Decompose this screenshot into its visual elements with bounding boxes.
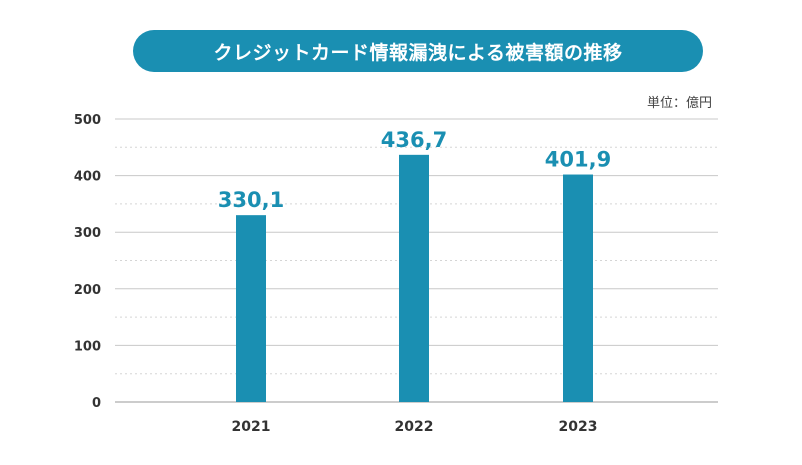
y-tick-label: 0 (92, 396, 101, 411)
data-label: 436,7 (381, 128, 447, 152)
y-tick-label: 500 (74, 113, 101, 128)
bar (563, 174, 593, 402)
data-label: 330,1 (218, 188, 284, 212)
y-tick-label: 300 (74, 226, 101, 241)
bar (399, 154, 429, 402)
data-label: 401,9 (545, 148, 611, 172)
x-tick-label: 2021 (232, 419, 271, 435)
bar (236, 215, 266, 402)
x-tick-label: 2022 (395, 419, 434, 435)
unit-label: 単位：億円 (646, 96, 712, 111)
y-tick-label: 200 (74, 283, 101, 298)
y-tick-label: 400 (74, 170, 101, 185)
chart-title: クレジットカード情報漏洩による被害額の推移 (133, 30, 703, 72)
y-tick-label: 100 (74, 339, 101, 354)
x-tick-label: 2023 (559, 419, 598, 435)
